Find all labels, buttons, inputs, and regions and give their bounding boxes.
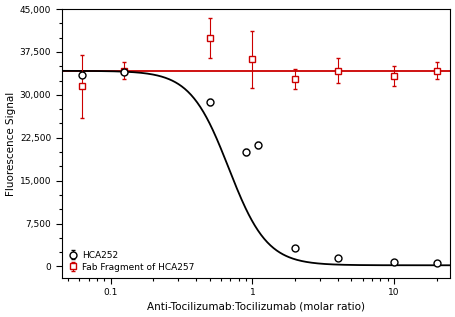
Y-axis label: Fluorescence Signal: Fluorescence Signal (5, 91, 15, 196)
X-axis label: Anti-Tocilizumab:Tocilizumab (molar ratio): Anti-Tocilizumab:Tocilizumab (molar rati… (147, 301, 364, 311)
Legend: HCA252, Fab Fragment of HCA257: HCA252, Fab Fragment of HCA257 (64, 247, 198, 275)
